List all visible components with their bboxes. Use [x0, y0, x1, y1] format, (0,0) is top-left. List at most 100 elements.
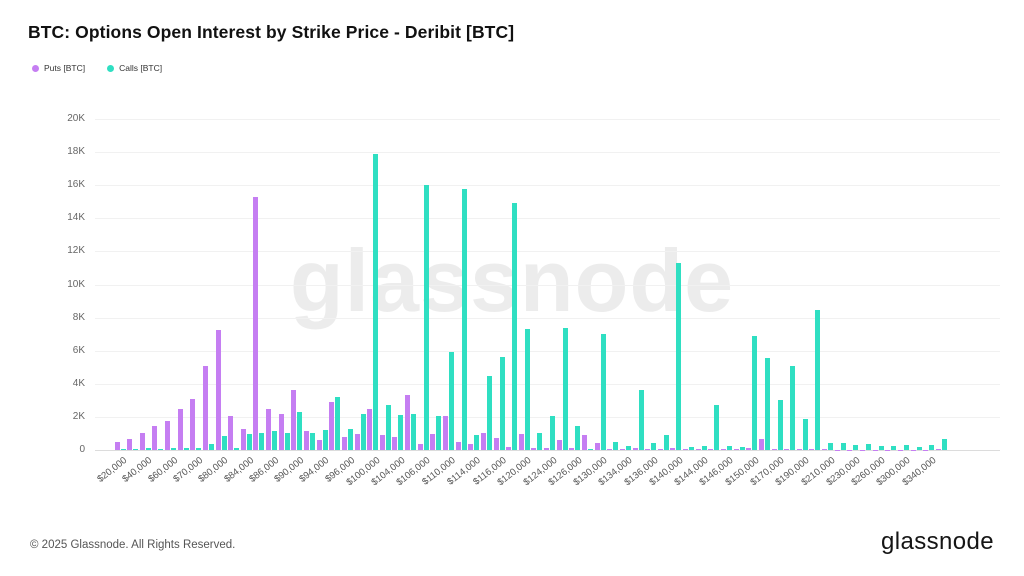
bar-call-150000	[752, 336, 757, 450]
bar-put-240000	[860, 450, 865, 451]
bar-put-116000	[494, 438, 499, 450]
y-tick-label-14K: 14K	[35, 212, 85, 223]
gridline-12K	[95, 251, 1000, 252]
bar-call-82000	[234, 448, 239, 450]
bar-put-98000	[355, 434, 360, 450]
chart-title: BTC: Options Open Interest by Strike Pri…	[28, 22, 514, 43]
bar-put-86000	[266, 409, 271, 450]
bar-call-105000	[411, 414, 416, 450]
bar-call-130000	[601, 334, 606, 450]
calls-color-dot	[107, 65, 114, 72]
bar-put-105000	[405, 395, 410, 450]
bar-put-144000	[696, 449, 701, 450]
bar-put-95000	[329, 402, 334, 450]
bar-call-50000	[158, 449, 163, 450]
bar-call-88000	[285, 433, 290, 450]
gridline-0	[95, 450, 1000, 451]
bar-put-138000	[658, 449, 663, 450]
bar-call-118000	[512, 203, 517, 450]
bar-call-210000	[828, 443, 833, 450]
bar-put-110000	[443, 416, 448, 450]
bar-put-114000	[468, 444, 473, 450]
bar-put-230000	[847, 450, 852, 451]
glassnode-chart-page: BTC: Options Open Interest by Strike Pri…	[0, 0, 1024, 576]
bar-put-140000	[670, 448, 675, 450]
bar-call-84000	[247, 434, 252, 450]
bar-put-280000	[885, 450, 890, 451]
puts-color-dot	[32, 65, 39, 72]
bar-call-106000	[424, 185, 429, 450]
bar-put-134000	[620, 449, 625, 450]
bar-put-146000	[721, 449, 726, 450]
legend-calls-label: Calls [BTC]	[119, 63, 162, 73]
bar-call-200000	[815, 310, 820, 450]
bar-call-170000	[778, 400, 783, 450]
legend-item-calls[interactable]: Calls [BTC]	[107, 63, 162, 73]
bar-put-85000	[253, 197, 258, 450]
bar-call-80000	[222, 436, 227, 450]
bar-call-114000	[474, 435, 479, 450]
bar-put-136000	[645, 449, 650, 450]
bar-call-340000	[929, 445, 934, 450]
bar-put-92000	[304, 431, 309, 450]
bar-call-230000	[853, 445, 858, 450]
glassnode-logo[interactable]: glassnode	[881, 528, 994, 556]
y-tick-label-20K: 20K	[35, 113, 85, 124]
bar-call-102000	[386, 405, 391, 451]
bar-put-96000	[342, 437, 347, 450]
bar-call-148000	[740, 447, 745, 450]
bar-put-170000	[772, 449, 777, 450]
bar-call-360000	[942, 439, 947, 450]
plot-area[interactable]	[95, 119, 1000, 450]
bar-put-320000	[911, 450, 916, 451]
y-tick-label-18K: 18K	[35, 146, 85, 157]
bar-put-210000	[822, 449, 827, 450]
bar-call-122000	[537, 433, 542, 450]
bar-call-124000	[550, 416, 555, 450]
bar-call-96000	[348, 429, 353, 450]
bar-call-94000	[323, 430, 328, 450]
bar-put-82000	[228, 416, 233, 450]
bar-put-50000	[152, 426, 157, 450]
bar-put-124000	[544, 448, 549, 450]
bar-put-70000	[190, 399, 195, 450]
bar-call-70000	[196, 448, 201, 450]
y-tick-label-6K: 6K	[35, 345, 85, 356]
gridline-16K	[95, 185, 1000, 186]
bar-put-300000	[898, 450, 903, 451]
legend-item-puts[interactable]: Puts [BTC]	[32, 63, 85, 73]
bar-call-142000	[689, 447, 694, 450]
bar-put-108000	[430, 434, 435, 450]
bar-call-135000	[639, 390, 644, 450]
bar-put-100000	[367, 409, 372, 450]
bar-put-132000	[607, 449, 612, 450]
bar-call-145000	[714, 405, 719, 450]
bar-call-134000	[626, 446, 631, 450]
bar-put-60000	[165, 421, 170, 450]
y-tick-label-16K: 16K	[35, 179, 85, 190]
bar-call-125000	[563, 328, 568, 450]
bar-put-148000	[734, 449, 739, 450]
bar-call-100000	[373, 154, 378, 450]
gridline-6K	[95, 351, 1000, 352]
bar-call-140000	[676, 263, 681, 450]
copyright-text: © 2025 Glassnode. All Rights Reserved.	[30, 539, 235, 551]
y-tick-label-10K: 10K	[35, 279, 85, 290]
bar-call-136000	[651, 443, 656, 450]
y-tick-label-4K: 4K	[35, 378, 85, 389]
bar-call-116000	[500, 357, 505, 451]
bar-put-142000	[683, 449, 688, 450]
bar-put-150000	[746, 448, 751, 450]
bar-call-280000	[891, 446, 896, 450]
bar-call-110000	[449, 352, 454, 450]
bar-call-144000	[702, 446, 707, 450]
bar-put-40000	[140, 433, 145, 450]
bar-put-112000	[456, 442, 461, 450]
bar-put-115000	[481, 433, 486, 450]
bar-call-75000	[209, 444, 214, 450]
bar-call-90000	[297, 412, 302, 450]
bar-call-240000	[866, 444, 871, 450]
bar-put-118000	[506, 447, 511, 450]
bar-put-122000	[531, 448, 536, 450]
bar-call-112000	[462, 189, 467, 450]
